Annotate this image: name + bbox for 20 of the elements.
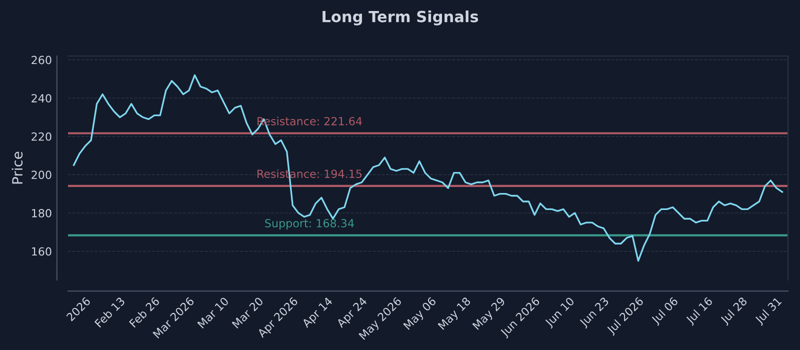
line-series <box>72 74 784 262</box>
y-tick-label: 180 <box>32 208 52 218</box>
y-tick-label: 200 <box>32 170 52 180</box>
x-tick-label: Jun 10 <box>544 296 576 329</box>
x-tick-label: Feb 13 <box>94 296 126 328</box>
x-tick-label: Jul 31 <box>754 296 784 326</box>
x-tick-label: Mar 20 <box>232 296 264 329</box>
y-tick-label: 160 <box>32 247 52 256</box>
x-tick-label: Jul 16 <box>684 296 714 326</box>
x-tick-label: Jul 28 <box>720 296 749 326</box>
x-tick-label: Feb 26 <box>128 296 160 328</box>
x-tick-label: Apr 14 <box>301 296 334 330</box>
y-axis-title: Price <box>12 152 23 184</box>
y-tick-label: 260 <box>32 56 52 64</box>
chart-title: Long Term Signals <box>322 10 478 26</box>
y-tick-label: 240 <box>32 94 52 102</box>
y-tick-label: 220 <box>32 132 52 141</box>
x-tick-label: Mar 10 <box>197 296 230 329</box>
x-tick-label: Jul 06 <box>650 296 680 326</box>
ref-line-label: Support: 168.34 <box>265 219 354 230</box>
